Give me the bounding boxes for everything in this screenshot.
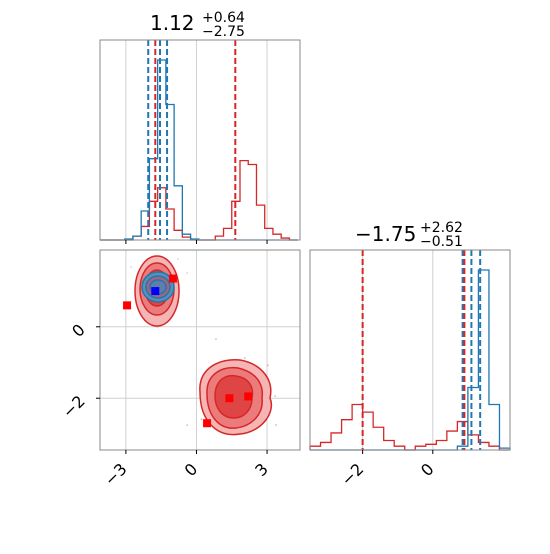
- blue-square-marker: [151, 287, 160, 296]
- hist-y-tick-label: −2: [337, 459, 367, 489]
- hist-x-title: 1.12: [150, 11, 195, 35]
- joint-frame: [99, 249, 301, 451]
- red-square-marker: [168, 274, 177, 283]
- hist-y-tick-label: 0: [417, 459, 438, 480]
- hist-x-ticks: [125, 240, 268, 244]
- red-square-marker: [225, 394, 234, 403]
- joint-sample-point: [186, 424, 189, 427]
- red-square-marker: [244, 392, 253, 401]
- hist-y-panel: 0 −2: [309, 249, 511, 490]
- hist-y-background: [310, 250, 510, 450]
- hist-y-title: −1.75: [355, 222, 416, 246]
- joint-sample-point: [130, 266, 132, 269]
- red-square-marker: [203, 419, 212, 428]
- joint-background: [100, 250, 300, 450]
- joint-x-tick-label: 3: [251, 459, 272, 480]
- joint-markers: [123, 274, 253, 428]
- hist-y-quantile-lines: [361, 250, 482, 450]
- hist-x-grid: [125, 40, 268, 240]
- joint-panel: −3 0 3 0 −2: [59, 249, 301, 490]
- hist-x-panel: [99, 39, 301, 244]
- joint-x-tick-label: 0: [181, 459, 202, 480]
- hist-y-frame: [309, 249, 511, 451]
- joint-x-tick-label: −3: [101, 459, 131, 489]
- red-square-marker: [123, 301, 132, 310]
- joint-y-tick-label: 0: [68, 320, 89, 341]
- hist-x-title-value: 1.12: [150, 11, 195, 35]
- joint-y-tick-label: −2: [59, 392, 89, 422]
- joint-sample-point: [186, 272, 189, 274]
- joint-sample-point: [267, 364, 269, 367]
- joint-sample-point: [274, 395, 277, 398]
- joint-sample-point: [243, 357, 246, 359]
- joint-sample-point: [275, 424, 277, 426]
- joint-sample-point: [215, 338, 217, 341]
- hist-x-background: [100, 40, 300, 240]
- joint-sample-point: [156, 326, 159, 329]
- joint-sample-point: [176, 258, 179, 260]
- hist-y-title-plus: +2.62: [420, 220, 463, 236]
- hist-x-frame: [99, 39, 301, 241]
- hist-y-ticks: 0 −2: [337, 450, 438, 490]
- hist-y-title-value: −1.75: [355, 222, 416, 246]
- joint-sample-point: [200, 418, 203, 421]
- hist-y-title-minus: −0.51: [420, 234, 463, 250]
- hist-x-title-minus: −2.75: [202, 24, 245, 40]
- hist-x-quantile-lines: [147, 40, 237, 240]
- hist-x-title-plus: +0.64: [202, 10, 245, 26]
